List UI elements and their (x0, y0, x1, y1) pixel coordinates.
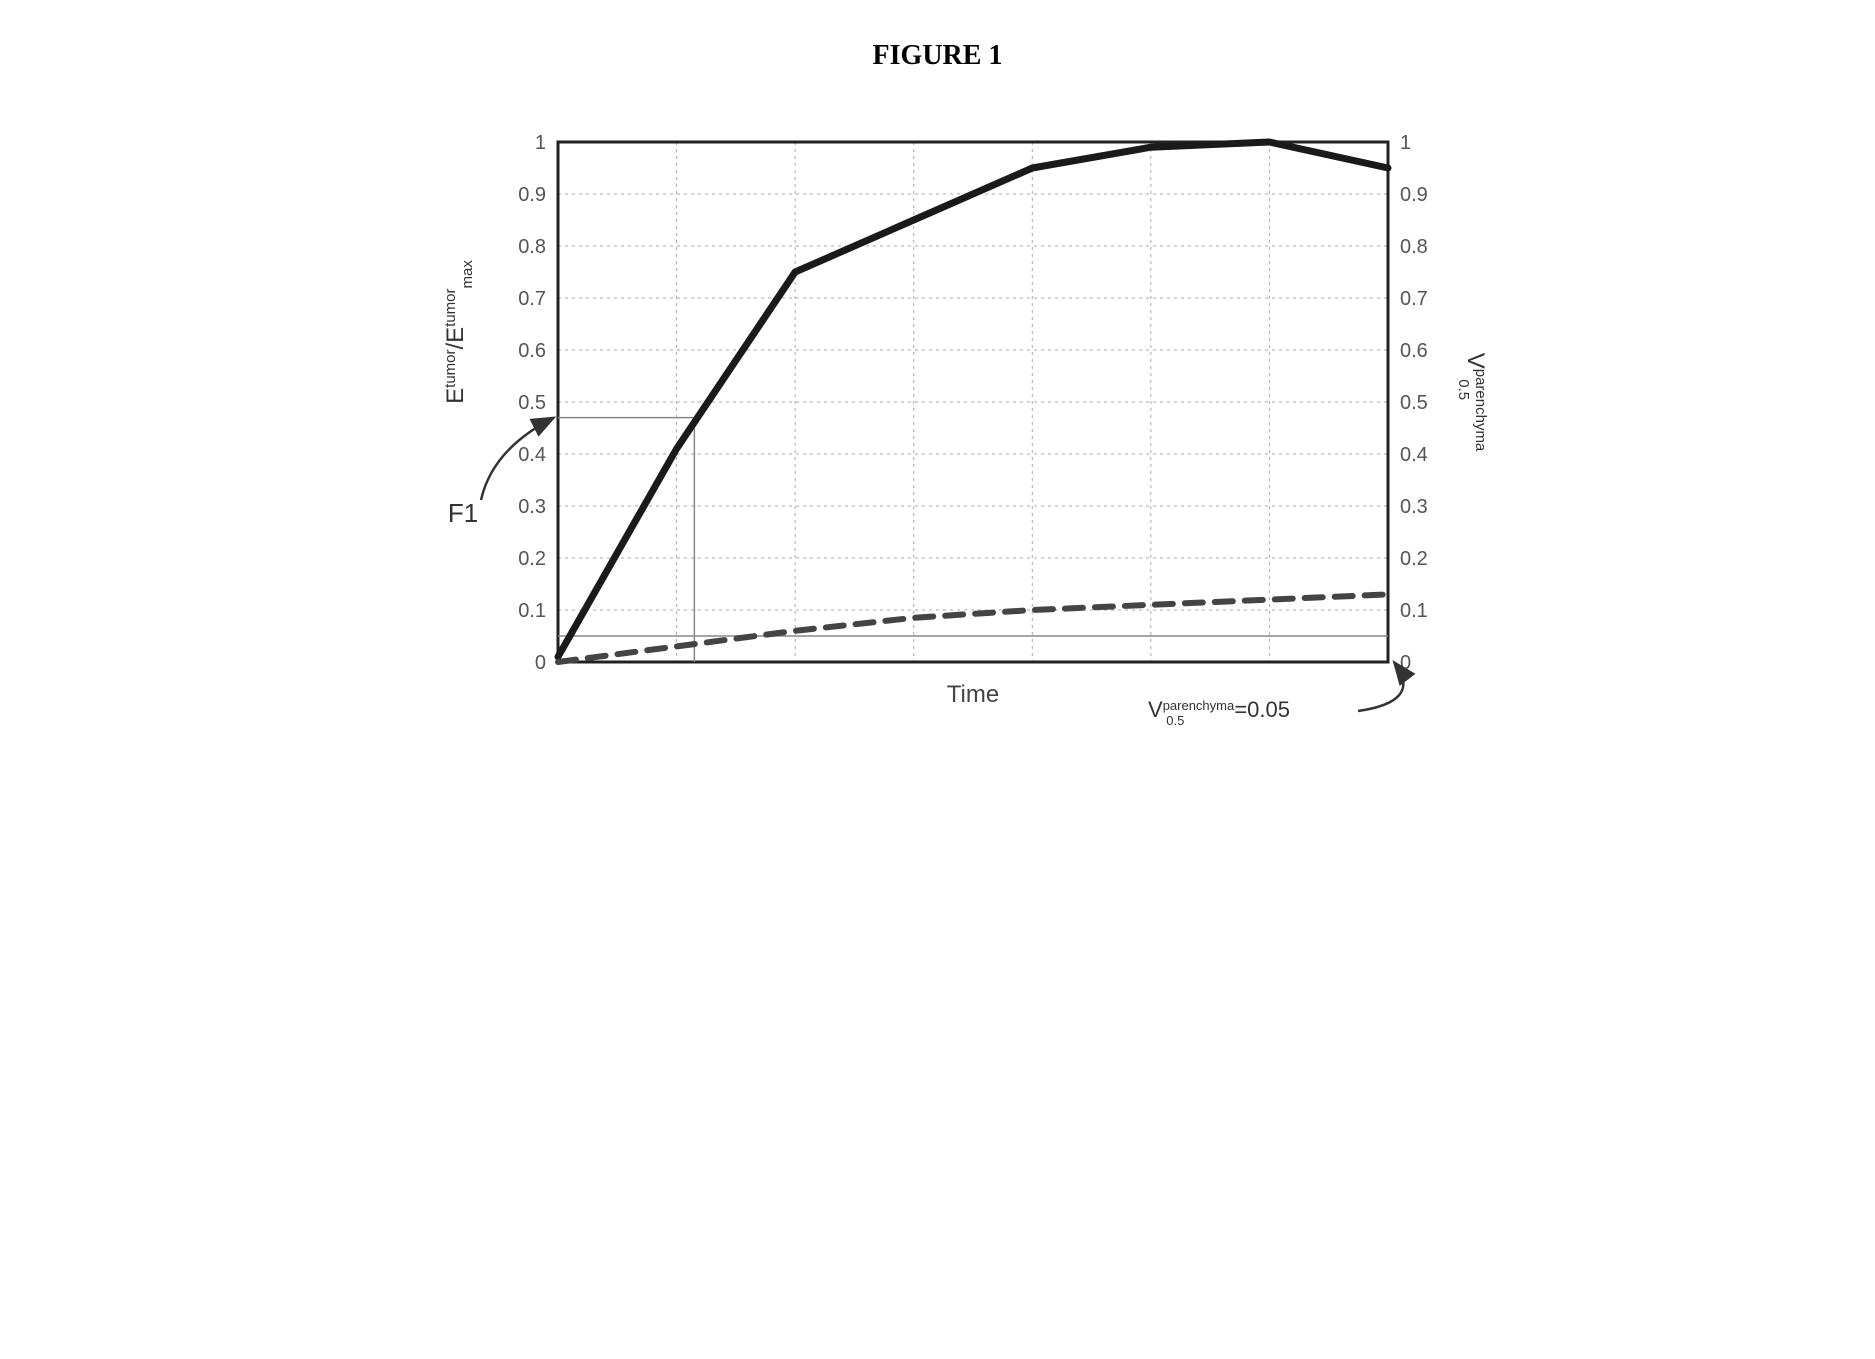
ytick-left: 0.6 (518, 340, 546, 362)
ytick-right: 0.5 (1400, 392, 1428, 414)
y-axis-label-right: Vparenchyma0.5 (1455, 353, 1488, 452)
ytick-left: 0.3 (518, 496, 546, 518)
y-axis-label-left: Etumor/Etumormax (441, 260, 475, 404)
ytick-right: 0.9 (1400, 184, 1428, 206)
ytick-right: 0.1 (1400, 600, 1428, 622)
figure-title: FIGURE 1 (338, 40, 1538, 72)
annotation-f1: F1 (447, 498, 477, 528)
ytick-left: 0.7 (518, 288, 546, 310)
ytick-left: 0.9 (518, 184, 546, 206)
ytick-right: 1 (1400, 132, 1411, 154)
ytick-right: 0.3 (1400, 496, 1428, 518)
ytick-left: 0.5 (518, 392, 546, 414)
chart-wrapper: 0 0.1 0.2 0.3 0.4 0.5 0.6 0.7 0.8 0.9 1 0 0.1 0.2 0.3 0… (388, 102, 1488, 802)
ytick-right: 0.4 (1400, 444, 1428, 466)
figure-container: FIGURE 1 00.10.20.30.40.50.60.70.80.9100… (338, 40, 1538, 802)
ytick-right: 0 (1400, 652, 1411, 674)
ytick-left: 0.2 (518, 548, 546, 570)
annotation-v05: Vparenchyma0.5=0.05 (1148, 697, 1290, 728)
ytick-left: 1 (534, 132, 545, 154)
ytick-left: 0.8 (518, 236, 546, 258)
ytick-right: 0.6 (1400, 340, 1428, 362)
ytick-right: 0.2 (1400, 548, 1428, 570)
ytick-right: 0.8 (1400, 236, 1428, 258)
chart-svg: 0 0.1 0.2 0.3 0.4 0.5 0.6 0.7 0.8 0.9 1 0 0.1 0.2 0.3 0… (388, 102, 1488, 802)
ytick-left: 0.1 (518, 600, 546, 622)
ytick-left: 0.4 (518, 444, 546, 466)
x-axis-label: Time (946, 681, 998, 708)
ytick-left: 0 (534, 652, 545, 674)
ytick-right: 0.7 (1400, 288, 1428, 310)
annotation-v05-arrow (1358, 662, 1403, 711)
